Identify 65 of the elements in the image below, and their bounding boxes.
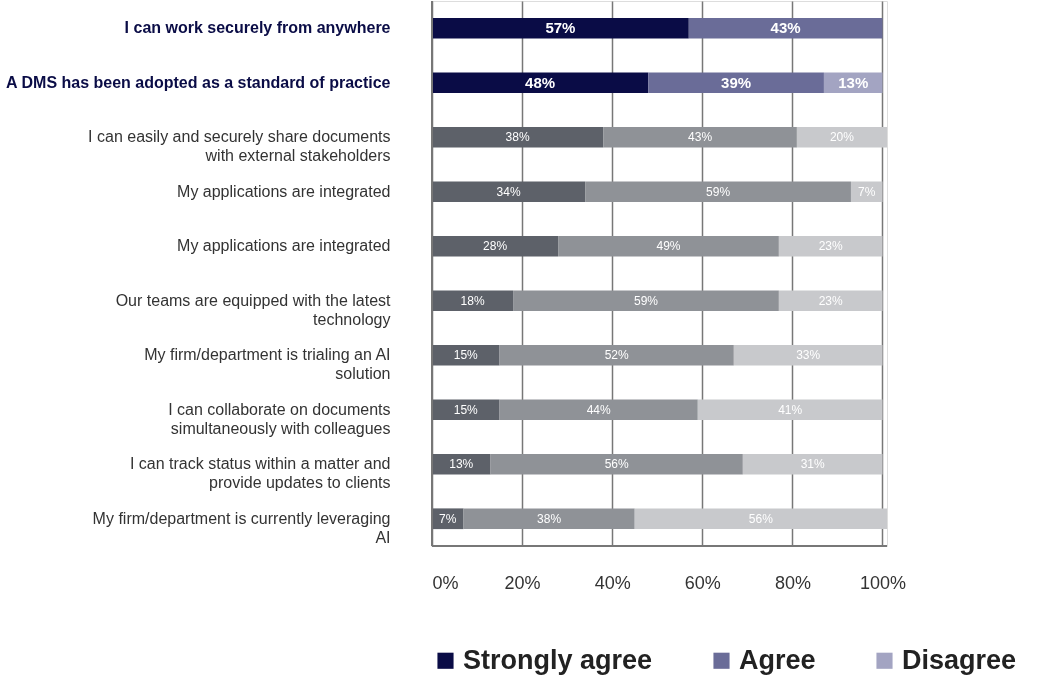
y-tick-label: My applications are integrated [177,182,391,200]
bar [432,344,500,366]
bar [432,181,586,203]
data-label: 15% [453,402,479,417]
legend-label: Agree [739,644,816,675]
bar [432,290,514,312]
x-tick-label: 100% [859,572,907,593]
bar [432,126,604,148]
x-tick-label: 20% [504,572,541,593]
data-label: 18% [460,293,485,308]
y-tick-label: My firm/department is currently leveraging AI [92,509,391,546]
bar [796,126,887,148]
legend-label: Strongly agree [463,644,653,675]
y-tick-label: My firm/department is trialing an AI solution [144,346,391,383]
y-tick-label: Our teams are equipped with the latest technology [115,291,392,328]
data-label: 38% [537,511,562,526]
x-tick-label: 40% [594,572,631,593]
x-tick-label: 0% [432,572,459,593]
bar [585,181,851,203]
y-tick-label: I can track status within a matter and provide updates to clients [129,455,391,492]
bar [463,508,635,530]
data-label: 28% [483,239,508,254]
data-label: 34% [496,184,521,199]
data-label: 44% [586,402,612,417]
data-label: 39% [721,73,752,91]
bar [499,399,698,421]
x-tick-label: 60% [684,572,721,593]
data-label: 59% [706,184,731,199]
data-label: 15% [453,348,479,363]
bar [697,399,883,421]
y-tick-label: A DMS has been adopted as a standard of practice [6,73,391,91]
x-tick-label: 80% [774,572,811,593]
data-label: 7% [439,511,457,526]
y-tick-label: I can collaborate on documents simultaneously with colleagues [168,400,391,437]
bar [778,235,883,257]
data-label: 59% [633,293,659,308]
bar [432,399,500,421]
bar [634,508,887,530]
bar [513,290,779,312]
bar [733,344,883,366]
y-tick-label: I can easily and securely share documents with external stakeholders [88,128,391,165]
legend-label: Disagree [902,644,1017,675]
data-label: 43% [688,130,713,145]
bar [648,72,824,94]
bar [432,235,559,257]
data-label: 56% [604,457,630,472]
data-label: 38% [505,130,530,145]
bar [432,17,689,39]
bar [778,290,883,312]
y-tick-label: I can work securely from anywhere [124,19,391,37]
data-label: 49% [656,239,681,254]
bar [603,126,797,148]
data-label: 13% [838,73,869,91]
bar [688,17,883,39]
bar [499,344,734,366]
data-label: 48% [525,73,556,91]
data-label: 52% [604,348,630,363]
data-label: 13% [449,457,474,472]
bar [558,235,779,257]
y-tick-label: My applications are integrated [177,237,391,255]
bar [432,72,649,94]
data-label: 57% [545,19,576,37]
bar [742,453,883,475]
bar [490,453,743,475]
data-label: 43% [770,19,801,37]
